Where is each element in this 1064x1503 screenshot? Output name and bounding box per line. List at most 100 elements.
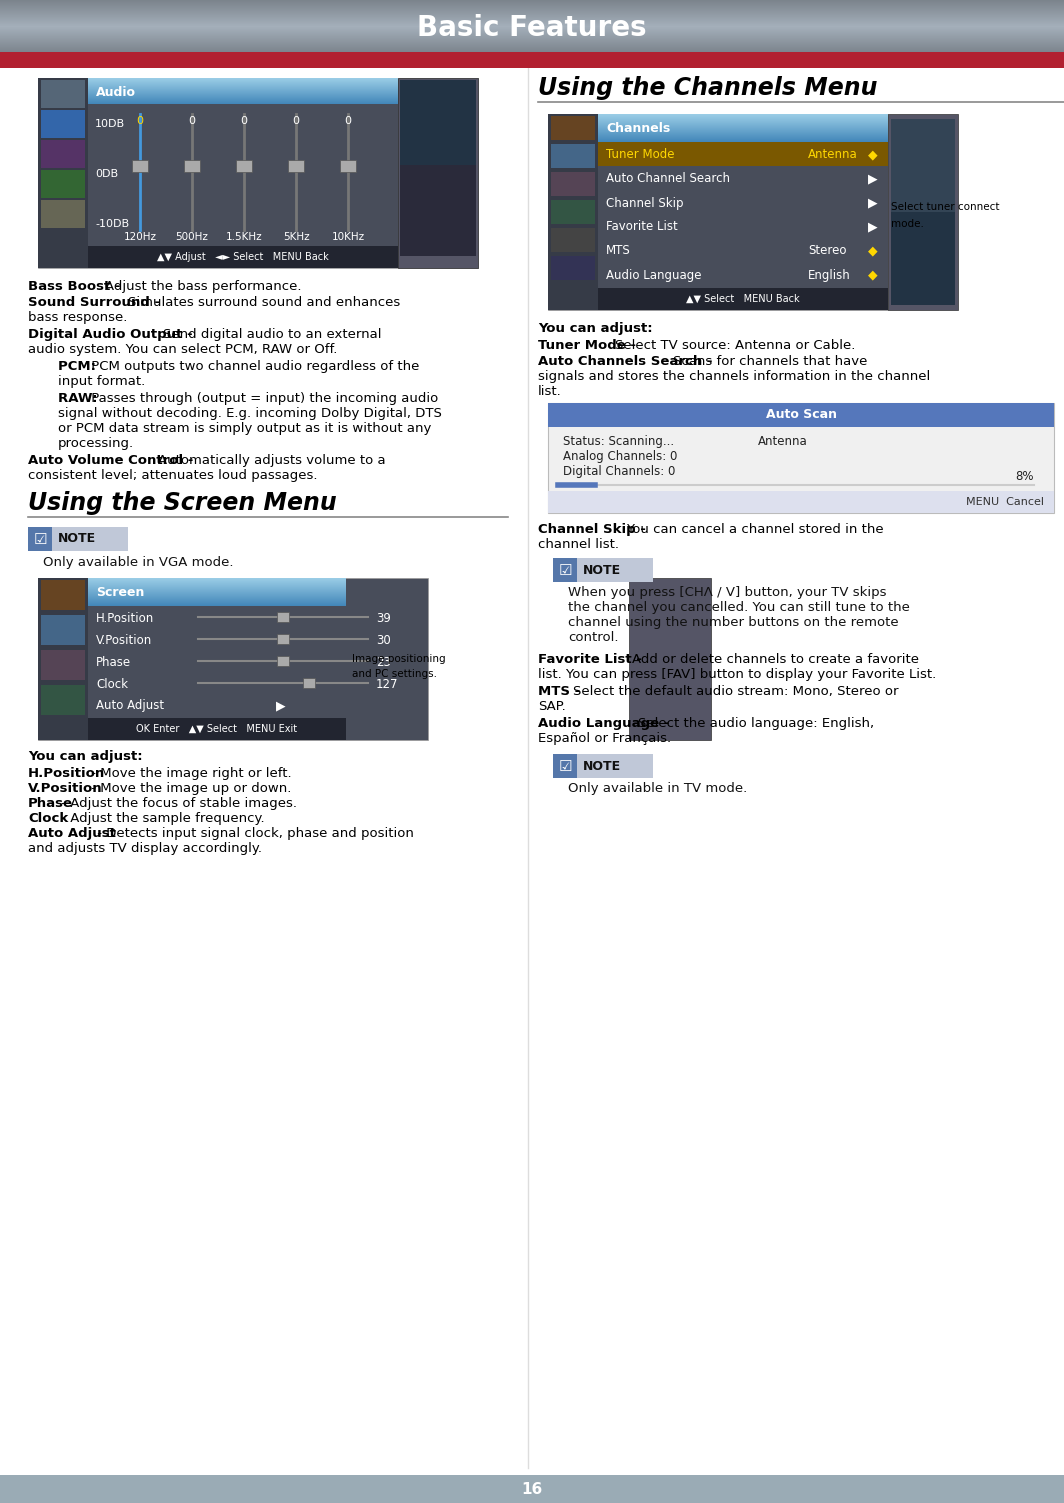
Text: Audio: Audio [96,86,136,99]
Bar [400,165,476,256]
Text: Add or delete channels to create a favorite: Add or delete channels to create a favor… [632,652,919,666]
Text: ◆: ◆ [868,149,878,161]
Text: Select the audio language: English,: Select the audio language: English, [638,717,875,730]
Text: Stereo: Stereo [808,245,847,257]
Text: Select the default audio stream: Mono, Stereo or: Select the default audio stream: Mono, S… [573,685,899,697]
Text: 0: 0 [293,116,299,126]
Text: H.Position: H.Position [28,767,105,780]
Bar [236,159,252,171]
Text: NOTE: NOTE [583,564,621,577]
Text: Simulates surround sound and enhances: Simulates surround sound and enhances [128,296,400,310]
Text: ◆: ◆ [868,269,878,281]
Text: NOTE: NOTE [583,759,621,773]
Text: Only available in TV mode.: Only available in TV mode. [568,782,747,795]
Bar [548,403,1054,513]
Text: signals and stores the channels information in the channel: signals and stores the channels informat… [538,370,930,383]
Text: Auto Channel Search: Auto Channel Search [606,173,730,185]
Bar [41,580,85,610]
Text: Tuner Mode: Tuner Mode [606,149,675,161]
Bar [41,170,85,198]
Text: 5KHz: 5KHz [283,231,310,242]
Text: or PCM data stream is simply output as it is without any: or PCM data stream is simply output as i… [59,422,431,434]
Text: SAP.: SAP. [538,700,566,712]
Bar [400,80,476,165]
Text: Tuner Mode -: Tuner Mode - [538,340,641,352]
Text: Using the Screen Menu: Using the Screen Menu [28,491,336,516]
Bar [551,228,595,253]
Bar [277,634,289,643]
Bar [548,491,1054,513]
Text: Auto Adjust: Auto Adjust [96,699,164,712]
Bar [598,289,888,310]
Text: Only available in VGA mode.: Only available in VGA mode. [43,556,233,570]
Text: list.: list. [538,385,562,398]
Text: Status: Scanning...: Status: Scanning... [563,434,675,448]
Bar [551,171,595,195]
Text: ◆: ◆ [868,245,878,257]
Bar [41,80,85,108]
Bar [551,116,595,140]
Text: Audio Language: Audio Language [606,269,701,281]
Text: Digital Audio Output -: Digital Audio Output - [28,328,197,341]
Text: PCM outputs two channel audio regardless of the: PCM outputs two channel audio regardless… [87,361,420,373]
Bar [0,53,1064,68]
Text: 500Hz: 500Hz [176,231,209,242]
Text: consistent level; attenuates loud passages.: consistent level; attenuates loud passag… [28,469,317,482]
Bar [891,212,955,305]
Text: When you press [CHΛ / V] button, your TV skips: When you press [CHΛ / V] button, your TV… [568,586,886,600]
Text: Select TV source: Antenna or Cable.: Select TV source: Antenna or Cable. [615,340,855,352]
Text: Passes through (output = input) the incoming audio: Passes through (output = input) the inco… [87,392,438,404]
Text: - Move the image up or down.: - Move the image up or down. [87,782,292,795]
Bar [302,678,315,688]
Text: 0: 0 [345,116,351,126]
Bar [288,159,304,171]
Text: ☑: ☑ [559,562,571,577]
Text: Español or Français.: Español or Français. [538,732,671,745]
Text: Phase: Phase [28,797,73,810]
Text: ▶: ▶ [868,221,878,233]
Bar [548,403,1054,427]
Bar [38,579,88,739]
Text: ▶: ▶ [868,173,878,185]
Bar [28,528,128,552]
Bar [340,159,356,171]
Text: Automatically adjusts volume to a: Automatically adjusts volume to a [157,454,385,467]
Text: 0DB: 0DB [95,168,118,179]
Bar [41,140,85,168]
Bar [551,200,595,224]
Bar [41,615,85,645]
Bar [553,558,653,582]
Text: Channel Skip -: Channel Skip - [538,523,650,537]
Text: Image positioning: Image positioning [352,654,446,664]
Text: Select tuner connect: Select tuner connect [891,201,999,212]
Text: MTS: MTS [606,245,631,257]
Text: 1.5KHz: 1.5KHz [226,231,263,242]
Bar [41,685,85,715]
Text: You can adjust:: You can adjust: [538,322,652,335]
Bar [277,612,289,622]
Text: signal without decoding. E.g. incoming Dolby Digital, DTS: signal without decoding. E.g. incoming D… [59,407,442,419]
Bar [41,649,85,679]
Text: the channel you cancelled. You can still tune to the: the channel you cancelled. You can still… [568,601,910,615]
Text: - Detects input signal clock, phase and position: - Detects input signal clock, phase and … [93,827,414,840]
Text: 0: 0 [240,116,248,126]
Text: ▶: ▶ [868,197,878,209]
Text: Auto Adjust: Auto Adjust [28,827,116,840]
Bar [548,114,598,310]
Text: Auto Scan: Auto Scan [765,409,836,421]
Text: Basic Features: Basic Features [417,14,647,42]
Text: 8%: 8% [1015,470,1034,482]
Text: bass response.: bass response. [28,311,128,325]
Text: ☑: ☑ [33,532,47,547]
Text: Antenna: Antenna [808,149,858,161]
Text: V.Position: V.Position [96,633,152,646]
Bar [398,78,478,268]
Bar [888,114,958,310]
Text: Digital Channels: 0: Digital Channels: 0 [563,464,676,478]
Text: - Move the image right or left.: - Move the image right or left. [87,767,292,780]
Text: MTS -: MTS - [538,685,585,697]
Text: ▲▼ Select   MENU Back: ▲▼ Select MENU Back [686,295,800,304]
Text: NOTE: NOTE [59,532,96,546]
Bar [38,78,88,268]
Bar [184,159,200,171]
